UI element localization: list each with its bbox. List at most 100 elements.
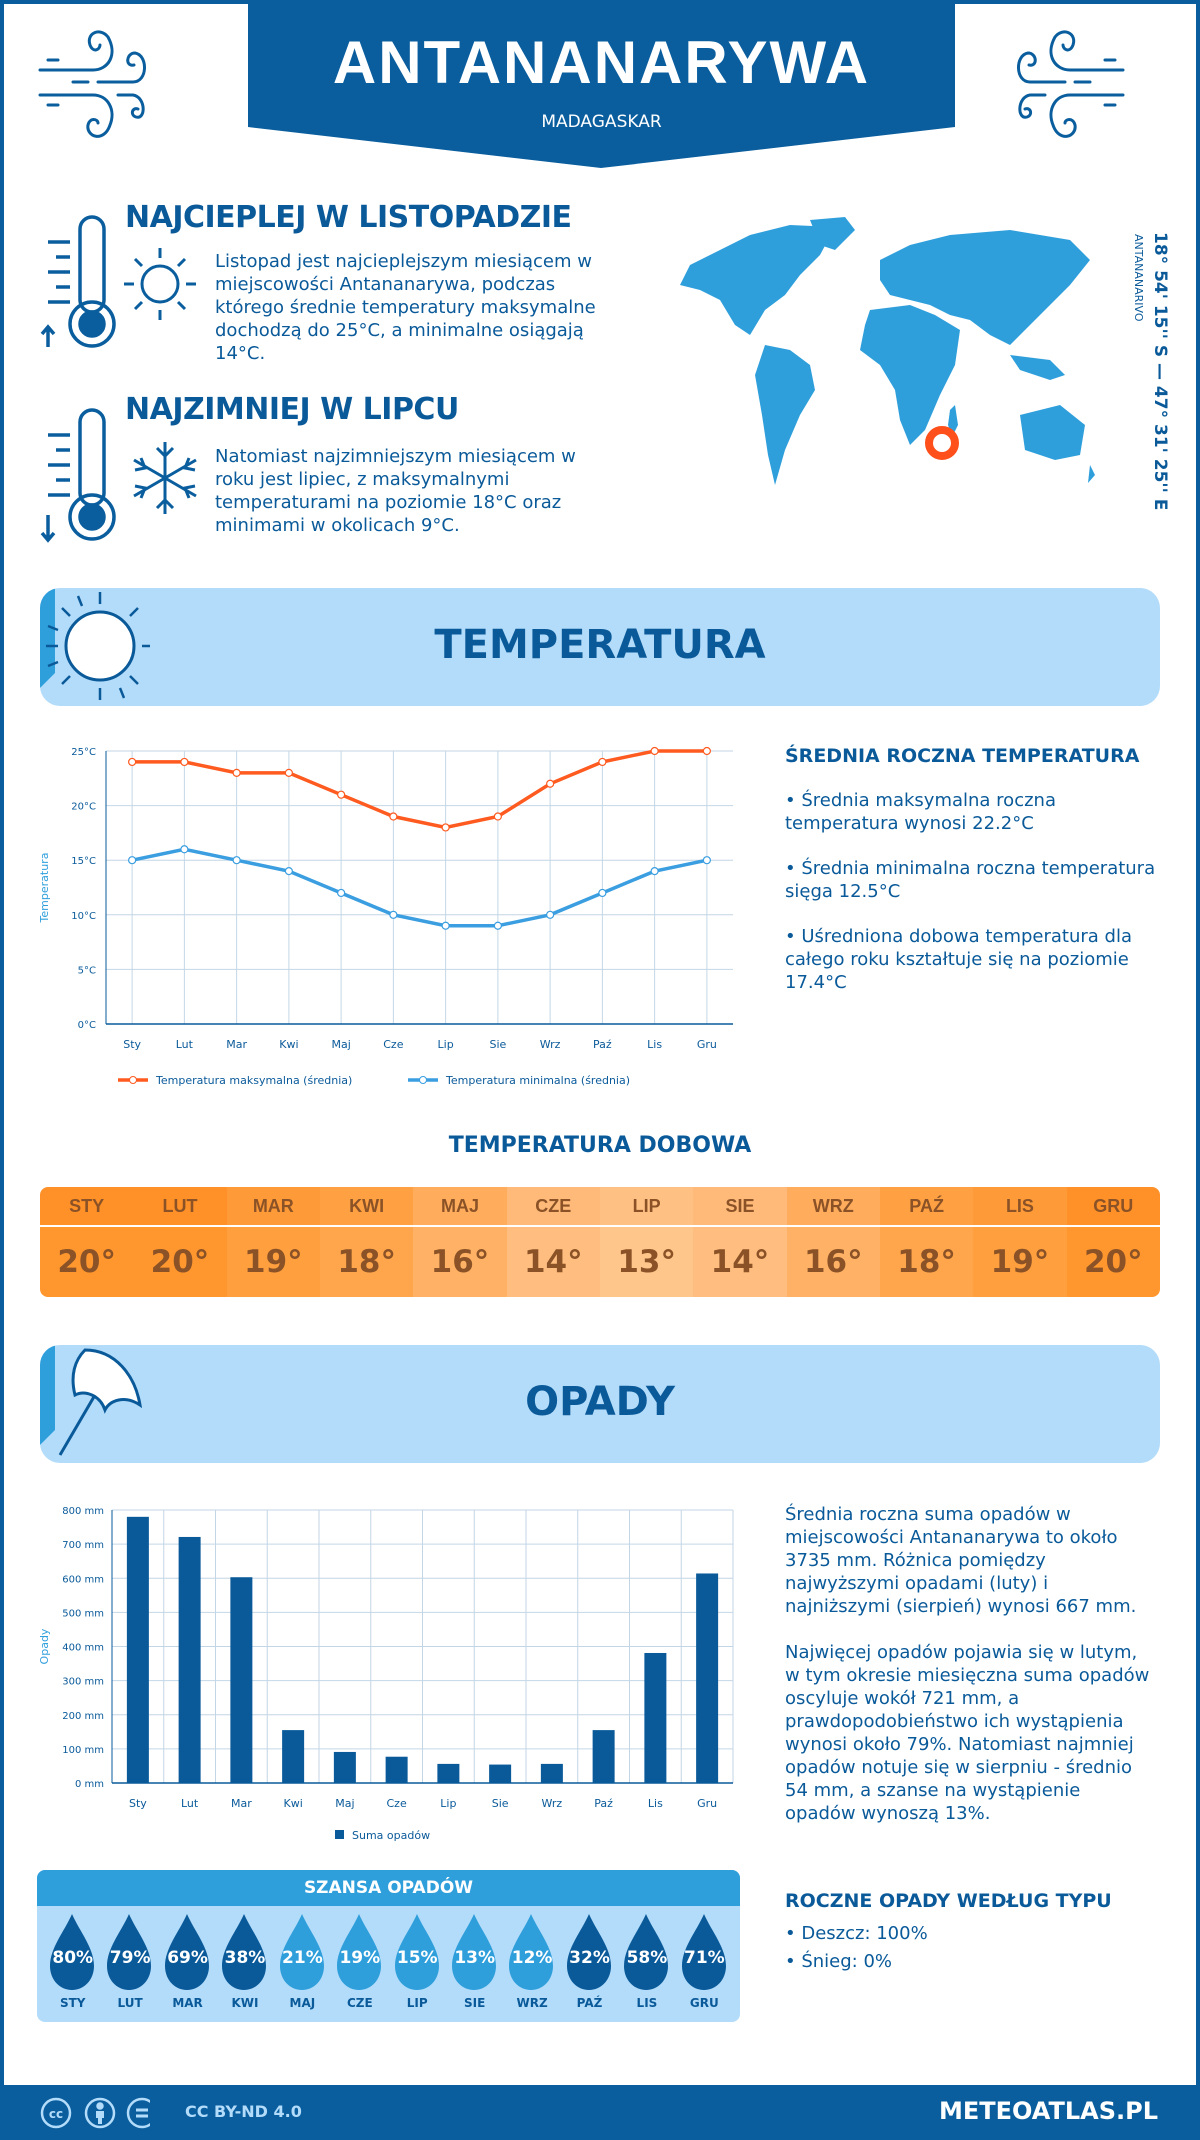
month-label: WRZ <box>786 1187 880 1227</box>
daily-temp-value: 13° <box>599 1227 694 1297</box>
chance-value: 13% <box>454 1948 496 1968</box>
warmest-text: Listopad jest najcieplejszym miesiącem w… <box>215 251 596 364</box>
month-label: GRU <box>689 1996 719 2010</box>
y-tick-label: 0 mm <box>75 1779 104 1790</box>
precip-type-snow: • Śnieg: 0% <box>785 1951 893 1972</box>
raindrop-icon <box>509 1914 554 1990</box>
data-point <box>598 888 607 898</box>
y-tick-label: 25°C <box>71 747 96 758</box>
precip-bar <box>126 1516 149 1783</box>
precip-chance-title: SZANSA OPADÓW <box>37 1870 740 1906</box>
x-tick-label: Lut <box>181 1797 199 1810</box>
precip-bar <box>644 1652 667 1783</box>
month-label: SIE <box>464 1996 486 2010</box>
data-point <box>493 921 502 930</box>
precip-chance-item: 69% MAR <box>159 1906 216 2022</box>
precipitation-banner: OPADY <box>40 1345 1160 1463</box>
temperature-banner: TEMPERATURA <box>40 588 1160 706</box>
x-tick-label: Wrz <box>542 1797 563 1810</box>
precip-bar <box>230 1577 253 1783</box>
month-label: PAŹ <box>879 1187 974 1227</box>
precip-bar <box>282 1730 305 1783</box>
daily-temp-value: 19° <box>226 1227 320 1297</box>
precip-bar <box>540 1763 563 1783</box>
daily-temp-column: LUT 20° <box>133 1187 227 1297</box>
x-tick-label: Mar <box>226 1038 247 1051</box>
raindrop-icon <box>164 1914 209 1990</box>
cc-license-icons: cc <box>40 2097 150 2129</box>
data-point <box>180 845 189 854</box>
precipitation-title: OPADY <box>525 1379 675 1425</box>
precip-bar <box>592 1730 615 1783</box>
x-tick-label: Sie <box>489 1038 506 1051</box>
daily-temp-column: SIE 14° <box>693 1187 787 1297</box>
precip-bar <box>489 1764 512 1783</box>
chance-value: 71% <box>684 1948 725 1968</box>
daily-temp-value: 18° <box>879 1227 974 1297</box>
raindrop-icon <box>50 1914 94 1990</box>
data-point <box>702 746 711 756</box>
data-point <box>650 867 659 876</box>
precip-chance-item: 21% MAJ <box>274 1906 331 2022</box>
site-link[interactable]: METEOATLAS.PL <box>938 2097 1158 2125</box>
city-title: ANTANANARYWA <box>332 29 871 96</box>
y-tick-label: 400 mm <box>62 1643 104 1654</box>
precip-bar <box>437 1763 460 1783</box>
x-tick-label: Paź <box>594 1797 613 1810</box>
chance-value: 79% <box>109 1948 151 1968</box>
month-label: CZE <box>346 1996 373 2010</box>
month-label: GRU <box>1066 1187 1160 1227</box>
raindrop-icon <box>394 1914 439 1990</box>
precip-type: ROCZNE OPADY WEDŁUG TYPU • Deszcz: 100% … <box>785 1890 1155 1973</box>
month-label: PAŹ <box>576 1996 603 2010</box>
data-point <box>180 757 189 767</box>
month-label: CZE <box>506 1187 600 1227</box>
chance-value: 12% <box>511 1948 553 1968</box>
legend-marker <box>129 1076 137 1084</box>
x-tick-label: Paź <box>593 1038 612 1051</box>
precip-type-title: ROCZNE OPADY WEDŁUG TYPU <box>785 1890 1112 1912</box>
legend-marker <box>419 1076 427 1084</box>
daily-temp-value: 20° <box>133 1227 227 1297</box>
precip-chance-item: 12% WRZ <box>503 1906 560 2022</box>
country-subtitle: MADAGASKAR <box>541 112 662 132</box>
x-tick-label: Lut <box>176 1038 194 1051</box>
data-point <box>441 921 450 930</box>
month-label: MAR <box>172 1996 203 2010</box>
umbrella-icon <box>40 1345 143 1456</box>
data-point <box>128 757 137 767</box>
daily-temp-table: STY 20° LUT 20° MAR 19° KWI 18° MAJ 16° CZE 14° LIP 1… <box>40 1187 1160 1297</box>
precip-type-rain: • Deszcz: 100% <box>785 1923 928 1944</box>
month-label: MAJ <box>289 1996 316 2010</box>
summary-bullet: • Średnia minimalna roczna temperatura s… <box>785 858 1156 902</box>
precip-text-1: Średnia roczna suma opadów w miejscowośc… <box>785 1504 1137 1617</box>
chance-value: 21% <box>282 1948 323 1968</box>
raindrop-icon <box>681 1914 726 1990</box>
daily-temp-column: CZE 14° <box>506 1187 600 1297</box>
precip-chance-item: 71% GRU <box>676 1906 733 2022</box>
data-point <box>284 768 293 777</box>
x-tick-label: Lip <box>438 1038 454 1051</box>
temperature-chart: 0°C 5°C 10°C 15°C 20°C 25°C Sty Lut Mar Kwi Maj Cze… <box>38 746 733 1087</box>
x-tick-label: Wrz <box>540 1038 561 1051</box>
x-tick-label: Lis <box>648 1797 663 1810</box>
daily-temp-column: WRZ 16° <box>786 1187 880 1297</box>
legend-swatch <box>335 1830 344 1839</box>
coordinates: 18° 54' 15'' S — 47° 31' 25'' E <box>1150 232 1170 511</box>
x-tick-label: Gru <box>697 1797 717 1810</box>
temperature-summary: ŚREDNIA ROCZNA TEMPERATURA • Średnia mak… <box>785 745 1165 994</box>
x-tick-label: Sie <box>492 1797 509 1810</box>
data-point <box>389 812 398 821</box>
raindrop-icon <box>279 1914 324 1990</box>
thermometer-warm-icon <box>40 215 116 348</box>
summary-bullet: • Uśredniona dobowa temperatura dla całe… <box>785 926 1133 993</box>
data-point <box>441 823 450 832</box>
data-point <box>128 856 137 865</box>
data-point <box>650 746 659 756</box>
y-axis-label: Temperatura <box>38 853 51 924</box>
data-point <box>493 812 502 821</box>
month-label: KWI <box>319 1187 414 1227</box>
month-label: LUT <box>133 1187 227 1227</box>
title-banner <box>248 0 955 168</box>
y-tick-label: 20°C <box>71 802 96 813</box>
